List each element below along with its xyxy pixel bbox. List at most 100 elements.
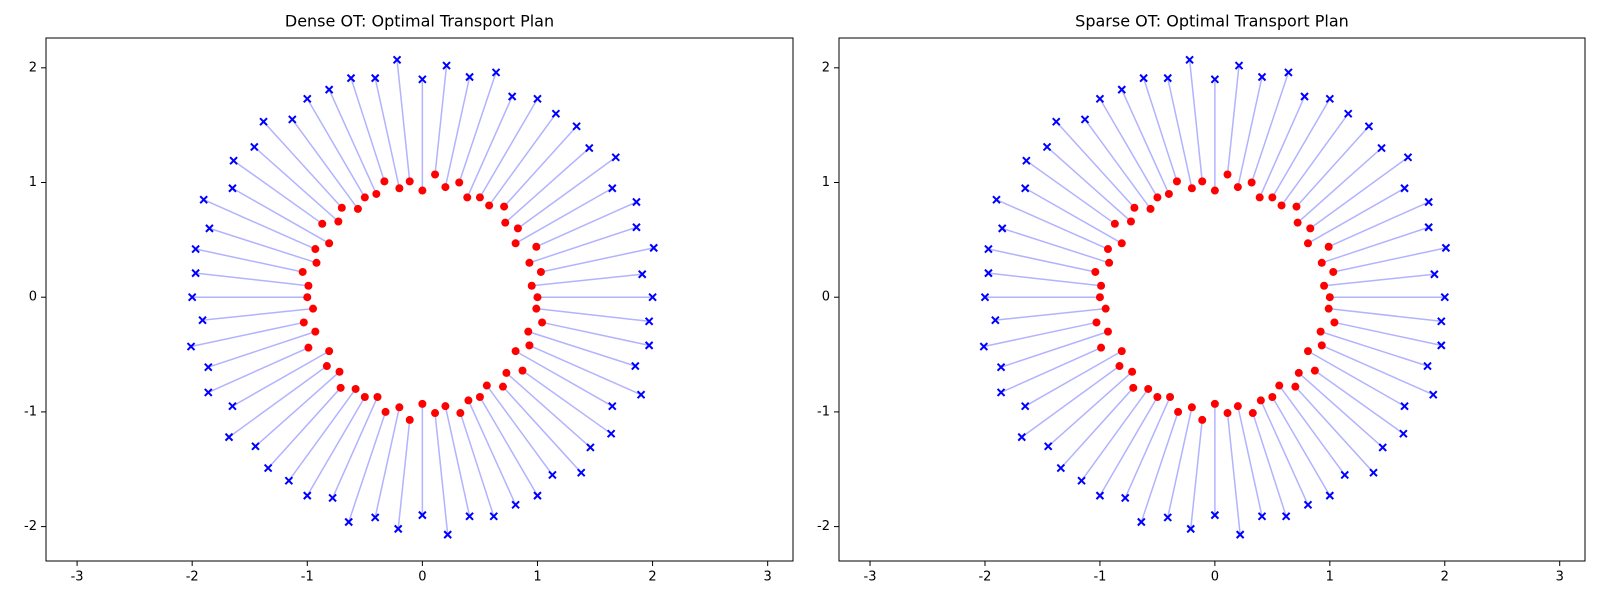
transport-link bbox=[488, 113, 557, 206]
source-point bbox=[337, 203, 346, 212]
transport-link bbox=[1250, 72, 1290, 183]
source-point bbox=[1317, 258, 1326, 267]
transport-link bbox=[1320, 330, 1428, 367]
target-point bbox=[1423, 361, 1432, 371]
transport-link bbox=[1252, 412, 1287, 517]
target-point bbox=[648, 292, 657, 302]
source-point bbox=[1316, 327, 1325, 336]
source-point bbox=[1317, 341, 1326, 350]
target-point bbox=[1257, 512, 1267, 521]
source-point bbox=[1233, 402, 1242, 411]
target-point bbox=[991, 315, 1000, 325]
transport-link bbox=[1140, 411, 1179, 523]
source-point bbox=[1105, 258, 1114, 267]
source-point bbox=[309, 304, 318, 313]
x-tick-label: -3 bbox=[71, 570, 84, 585]
x-tick-label: 3 bbox=[1556, 570, 1564, 585]
transport-link bbox=[529, 344, 642, 396]
source-point bbox=[1303, 239, 1312, 248]
transport-link bbox=[1099, 98, 1159, 198]
target-point bbox=[303, 94, 312, 103]
x-tick-label: -3 bbox=[864, 570, 877, 585]
transport-link bbox=[331, 396, 379, 499]
target-point bbox=[1325, 94, 1335, 103]
source-point bbox=[518, 366, 527, 375]
target-point bbox=[638, 270, 647, 279]
source-point bbox=[498, 382, 507, 391]
source-point bbox=[334, 217, 343, 226]
transport-link bbox=[233, 160, 323, 225]
transport-link bbox=[232, 350, 330, 407]
source-point bbox=[304, 281, 313, 290]
source-point bbox=[1247, 178, 1256, 187]
target-point bbox=[1210, 510, 1220, 520]
target-point bbox=[636, 390, 646, 399]
target-point bbox=[1257, 72, 1267, 82]
target-point bbox=[1139, 73, 1148, 83]
transport-link bbox=[1237, 406, 1263, 517]
target-point bbox=[533, 491, 542, 500]
source-point bbox=[500, 202, 509, 211]
transport-link bbox=[1025, 160, 1116, 225]
source-point bbox=[455, 178, 464, 187]
axes-frame bbox=[838, 37, 1586, 562]
target-point bbox=[585, 143, 594, 153]
source-point bbox=[380, 177, 389, 186]
target-point bbox=[199, 195, 208, 204]
y-tick-label: 0 bbox=[29, 290, 37, 305]
source-point bbox=[1092, 318, 1101, 327]
transport-link bbox=[528, 330, 636, 367]
target-point bbox=[611, 153, 620, 162]
target-point bbox=[418, 75, 427, 84]
source-point bbox=[441, 402, 450, 411]
transport-link bbox=[1298, 372, 1384, 449]
source-point bbox=[1198, 177, 1207, 186]
target-point bbox=[1284, 68, 1293, 77]
source-point bbox=[1187, 403, 1196, 412]
transport-link bbox=[232, 187, 330, 244]
target-point bbox=[1399, 429, 1408, 438]
source-point bbox=[311, 245, 320, 254]
transport-link bbox=[1321, 226, 1429, 264]
source-point bbox=[1210, 186, 1219, 195]
source-point bbox=[418, 399, 427, 408]
transport-link bbox=[195, 272, 309, 287]
source-point bbox=[482, 381, 491, 390]
source-point bbox=[431, 409, 440, 418]
y-tick-label: 0 bbox=[822, 290, 830, 305]
transport-link bbox=[209, 227, 317, 264]
x-tick-label: 1 bbox=[533, 570, 541, 585]
target-point bbox=[1234, 61, 1244, 70]
source-point bbox=[1187, 184, 1196, 193]
target-point bbox=[284, 476, 294, 485]
source-point bbox=[395, 184, 404, 193]
source-point bbox=[1110, 219, 1119, 228]
source-point bbox=[1293, 218, 1302, 227]
transport-link bbox=[288, 388, 357, 482]
source-point bbox=[1153, 392, 1162, 401]
target-point bbox=[1022, 156, 1031, 165]
source-point bbox=[431, 170, 440, 179]
chart-title: Sparse OT: Optimal Transport Plan bbox=[1075, 12, 1349, 31]
transport-link bbox=[515, 187, 613, 244]
source-point bbox=[1268, 193, 1277, 202]
transport-link bbox=[983, 321, 1097, 348]
target-point bbox=[303, 491, 312, 500]
transport-link bbox=[1167, 407, 1193, 518]
transport-link bbox=[1047, 371, 1133, 447]
target-point bbox=[1369, 468, 1378, 477]
transport-link bbox=[1297, 147, 1383, 224]
target-point bbox=[1021, 184, 1030, 193]
target-point bbox=[228, 184, 237, 193]
source-point bbox=[1324, 304, 1333, 313]
target-point bbox=[1440, 292, 1449, 302]
source-point bbox=[381, 407, 390, 416]
source-point bbox=[351, 384, 360, 393]
source-point bbox=[1130, 203, 1139, 212]
transport-link bbox=[1167, 77, 1193, 189]
target-point bbox=[1340, 470, 1349, 480]
target-point bbox=[1080, 115, 1090, 124]
source-point bbox=[501, 218, 510, 227]
transport-link bbox=[1084, 118, 1152, 210]
target-point bbox=[1300, 92, 1309, 101]
